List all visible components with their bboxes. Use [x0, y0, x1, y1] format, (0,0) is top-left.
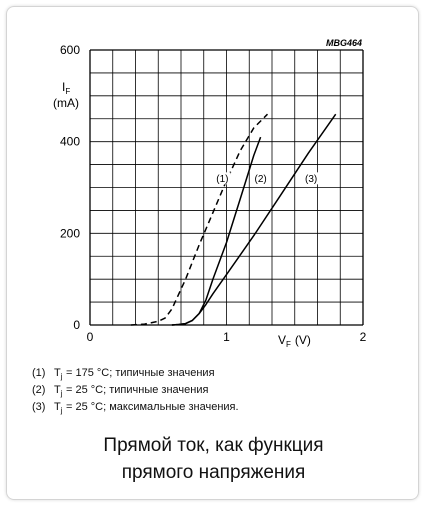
chart-ticks: 0 1 2 0 200 400 600: [60, 43, 367, 344]
legend-number: (2): [32, 384, 46, 396]
x-axis-unit: (V): [295, 333, 311, 347]
caption-line: прямого напряжения: [121, 462, 306, 483]
y-tick-label: 600: [60, 43, 80, 57]
legend-text: = 175 °C; типичные значения: [66, 367, 215, 379]
series-annotation: (3): [305, 174, 317, 185]
series-line: [171, 136, 262, 326]
legend-symbol-letter: T: [54, 401, 61, 413]
y-axis-symbol: I: [62, 80, 65, 94]
legend-text: = 25 °C; максимальные значения.: [66, 401, 239, 413]
legend-item: (2) Tj = 25 °C; типичные значения: [32, 384, 239, 401]
chart-grid: [89, 49, 364, 326]
legend-symbol-letter: T: [54, 367, 61, 379]
series-annotation: (1): [216, 174, 228, 185]
figure-caption: Прямой ток, как функция прямого напряжен…: [0, 432, 427, 486]
x-tick-label: 2: [360, 330, 367, 344]
legend-symbol: Tj: [54, 401, 66, 415]
chart-annotations: (1) (2) (3): [214, 172, 320, 185]
annotation-background: [303, 172, 320, 185]
y-axis-subscript: F: [65, 87, 70, 96]
legend-item: (1) Tj = 175 °C; типичные значения: [32, 367, 239, 384]
legend-symbol-letter: T: [54, 384, 61, 396]
x-axis-label: VF (V): [278, 333, 311, 349]
legend-number: (3): [32, 401, 46, 413]
legend-number: (1): [32, 367, 46, 379]
x-axis-symbol: V: [278, 333, 286, 347]
x-tick-label: 1: [223, 330, 230, 344]
legend-symbol-subscript: j: [60, 389, 63, 399]
y-axis-label: IF: [62, 80, 70, 96]
legend-symbol-subscript: j: [60, 406, 63, 416]
series-line: [171, 113, 337, 326]
figure-code: MBG464: [326, 38, 362, 48]
caption-line: Прямой ток, как функция: [103, 435, 324, 456]
series-annotation: (2): [255, 174, 267, 185]
x-tick-label: 0: [87, 330, 94, 344]
y-axis-unit: (mA): [53, 96, 79, 110]
x-axis-subscript: F: [286, 340, 291, 349]
legend-text: = 25 °C; типичные значения: [66, 384, 209, 396]
legend-symbol: Tj: [54, 384, 66, 398]
y-tick-label: 0: [73, 318, 80, 332]
annotation-background: [252, 172, 269, 185]
chart-series: [130, 113, 337, 326]
y-tick-label: 400: [60, 135, 80, 149]
annotation-background: [214, 172, 231, 185]
legend: (1) Tj = 175 °C; типичные значения (2) T…: [32, 367, 239, 418]
legend-item: (3) Tj = 25 °C; максимальные значения.: [32, 401, 239, 418]
legend-symbol: Tj: [54, 367, 66, 381]
legend-symbol-subscript: j: [60, 372, 63, 382]
y-tick-label: 200: [60, 226, 80, 240]
series-line: [130, 113, 269, 326]
figure-frame: [6, 6, 419, 500]
